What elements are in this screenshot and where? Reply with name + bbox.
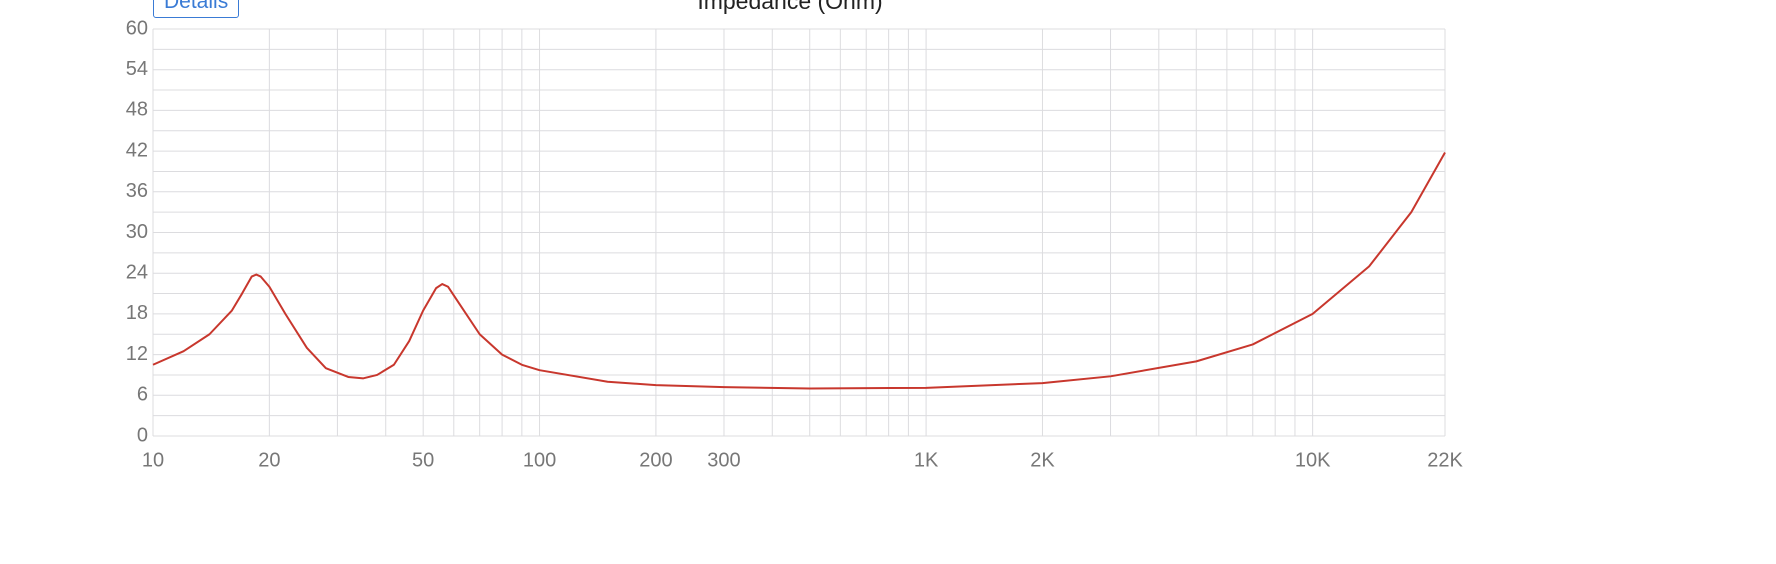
data-line — [152, 151, 1446, 390]
x-tick-label: 10 — [142, 449, 164, 471]
details-button[interactable]: Details — [153, 0, 240, 18]
y-tick-label: 0 — [137, 424, 148, 446]
chart-title: Impedance (Ohm) — [697, 0, 882, 14]
y-tick-label: 54 — [126, 58, 148, 80]
x-tick-label: 100 — [523, 449, 556, 471]
x-tick-label: 2K — [1030, 449, 1055, 471]
x-tick-label: 50 — [412, 449, 434, 471]
x-tick-label: 22K — [1427, 449, 1463, 471]
x-tick-label: 200 — [639, 449, 672, 471]
x-tick-label: 1K — [914, 449, 939, 471]
y-tick-label: 36 — [126, 180, 148, 202]
y-tick-label: 24 — [126, 261, 148, 283]
x-tick-label: 20 — [258, 449, 280, 471]
y-tick-label: 42 — [126, 139, 148, 161]
x-tick-label: 300 — [707, 449, 740, 471]
y-tick-label: 30 — [126, 221, 148, 243]
y-tick-label: 12 — [126, 343, 148, 365]
y-tick-label: 60 — [126, 17, 148, 39]
x-tick-label: 10K — [1295, 449, 1331, 471]
y-tick-label: 48 — [126, 99, 148, 121]
y-tick-label: 6 — [137, 384, 148, 406]
y-tick-label: 18 — [126, 302, 148, 324]
